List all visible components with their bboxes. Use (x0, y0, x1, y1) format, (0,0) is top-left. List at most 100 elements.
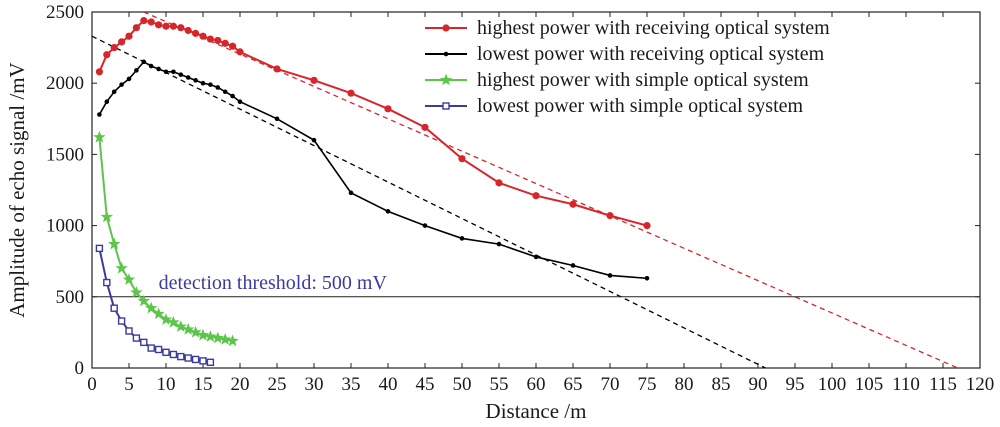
data-point (214, 36, 222, 45)
data-point (169, 22, 177, 30)
data-point (126, 76, 132, 82)
data-point (134, 68, 139, 73)
data-point (199, 357, 207, 365)
x-tick-label: 120 (966, 374, 995, 395)
data-point (193, 78, 198, 83)
data-point (125, 327, 133, 335)
threshold-label: detection threshold: 500 mV (159, 272, 388, 294)
data-point (122, 273, 136, 285)
data-point (184, 354, 192, 362)
x-tick-label: 30 (305, 374, 324, 395)
x-tick-label: 85 (712, 374, 731, 395)
data-point (169, 350, 178, 359)
data-point (569, 200, 577, 208)
data-point (156, 66, 161, 72)
data-point (171, 69, 176, 75)
data-point (155, 21, 163, 29)
data-point (385, 209, 391, 214)
data-point (199, 32, 207, 40)
data-point (606, 212, 614, 220)
series-2 (97, 59, 650, 281)
data-point (236, 48, 244, 56)
x-tick-label: 10 (157, 374, 176, 395)
data-point (97, 112, 102, 117)
data-point (607, 273, 613, 278)
data-point (100, 210, 113, 223)
data-point (185, 75, 191, 80)
data-point (221, 39, 229, 47)
data-point (226, 334, 239, 347)
data-point (148, 63, 154, 69)
legend-label: lowest power with simple optical system (477, 95, 804, 117)
data-point (533, 254, 539, 260)
legend: highest power with receiving optical sys… (425, 17, 830, 117)
x-tick-label: 80 (675, 374, 694, 395)
series-1 (95, 16, 651, 230)
data-series (93, 16, 651, 367)
data-point (442, 102, 450, 110)
data-point (208, 82, 213, 87)
data-point (110, 44, 118, 52)
legend-item: highest power with receiving optical sys… (425, 17, 830, 39)
data-point (125, 32, 133, 40)
data-point (442, 24, 450, 32)
y-tick-label: 0 (75, 358, 85, 379)
data-point (496, 241, 502, 247)
y-tick-label: 1000 (46, 216, 84, 237)
data-point (274, 116, 280, 122)
data-point (200, 80, 206, 86)
data-point (422, 223, 428, 228)
data-point (147, 344, 155, 352)
data-point (421, 123, 429, 131)
trend-line (143, 12, 959, 368)
data-point (117, 317, 126, 325)
data-point (137, 294, 150, 307)
data-point (439, 73, 453, 86)
data-point (145, 301, 158, 314)
x-tick-label: 75 (638, 374, 657, 395)
series-line (98, 137, 233, 342)
data-point (211, 331, 224, 344)
data-point (140, 16, 148, 25)
data-point (93, 130, 106, 143)
data-point (110, 304, 118, 312)
data-point (311, 137, 317, 143)
data-point (182, 323, 195, 335)
x-tick-label: 100 (818, 374, 847, 395)
data-point (204, 330, 217, 342)
data-point (196, 328, 210, 341)
data-point (103, 278, 111, 287)
data-point (192, 29, 200, 37)
legend-item: lowest power with receiving optical syst… (425, 43, 825, 65)
legend-item: highest power with simple optical system (425, 69, 809, 91)
legend-label: highest power with receiving optical sys… (477, 17, 830, 39)
data-point (163, 69, 169, 75)
y-tick-label: 1500 (46, 144, 84, 165)
x-tick-label: 90 (749, 374, 768, 395)
x-tick-label: 105 (855, 374, 884, 395)
series-3 (93, 130, 239, 347)
data-point (222, 89, 228, 95)
x-tick-label: 65 (564, 374, 583, 395)
data-point (132, 334, 141, 342)
data-point (95, 68, 103, 76)
plot-frame (91, 11, 981, 369)
x-tick-label: 95 (786, 374, 805, 395)
data-point (443, 51, 449, 57)
data-point (191, 355, 200, 364)
x-tick-label: 5 (124, 374, 134, 395)
data-point (459, 236, 465, 241)
x-axis-title: Distance /m (486, 399, 587, 423)
x-tick-label: 0 (87, 374, 97, 395)
x-tick-label: 35 (342, 374, 361, 395)
data-point (177, 24, 185, 32)
data-point (206, 358, 215, 367)
trend-lines (92, 12, 959, 368)
series-4 (95, 244, 215, 367)
data-point (95, 244, 104, 253)
data-point (570, 263, 576, 268)
data-point (118, 38, 126, 46)
data-point (167, 315, 180, 328)
data-point (115, 261, 128, 274)
data-point (219, 333, 232, 345)
